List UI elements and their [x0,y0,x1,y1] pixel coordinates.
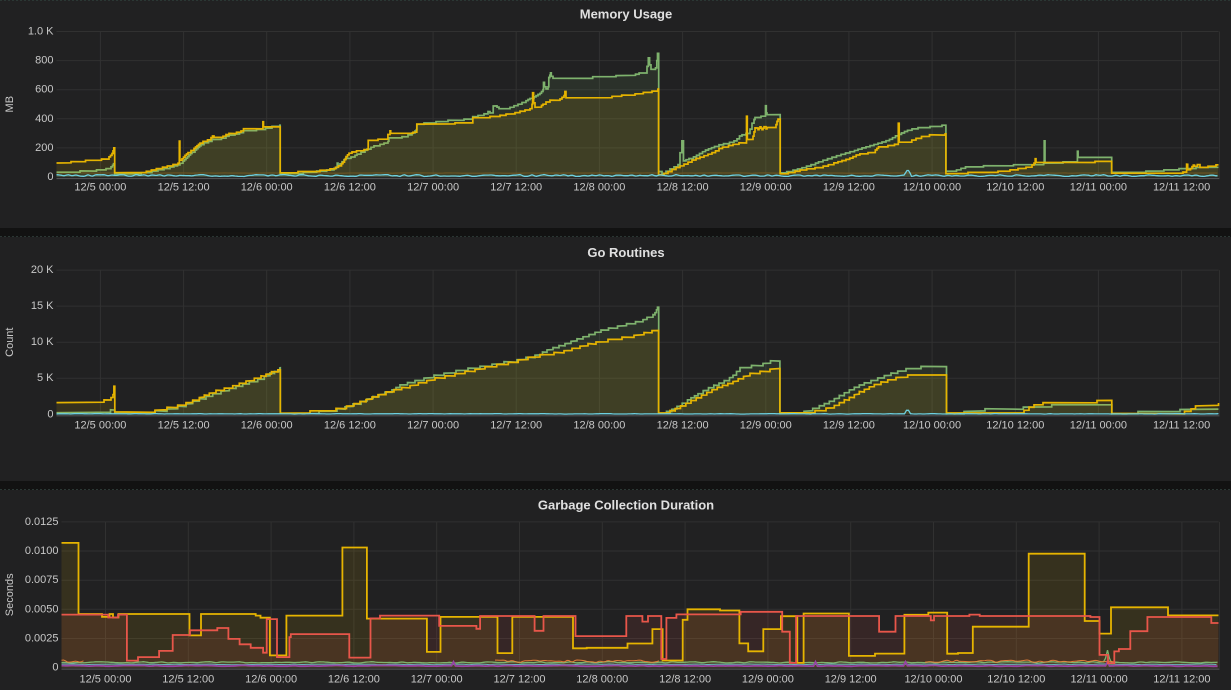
svg-text:400: 400 [35,113,53,125]
svg-text:12/5 12:00: 12/5 12:00 [162,674,214,686]
svg-text:12/5 00:00: 12/5 00:00 [74,182,126,194]
svg-text:600: 600 [35,84,53,96]
svg-text:12/10 12:00: 12/10 12:00 [986,182,1044,194]
svg-text:12/6 00:00: 12/6 00:00 [241,419,293,431]
svg-text:15 K: 15 K [31,300,54,312]
svg-text:0.0025: 0.0025 [25,633,59,645]
svg-text:12/11 00:00: 12/11 00:00 [1070,182,1127,194]
svg-text:12/10 00:00: 12/10 00:00 [903,182,961,194]
svg-text:12/6 12:00: 12/6 12:00 [324,182,376,194]
svg-text:12/7 12:00: 12/7 12:00 [490,182,542,194]
svg-text:Go Routines: Go Routines [587,245,664,260]
svg-text:12/7 12:00: 12/7 12:00 [494,674,546,686]
svg-text:20 K: 20 K [31,264,54,276]
svg-text:12/9 12:00: 12/9 12:00 [825,674,877,686]
svg-text:12/5 12:00: 12/5 12:00 [158,182,210,194]
svg-text:12/5 12:00: 12/5 12:00 [158,419,210,431]
svg-text:0.0075: 0.0075 [25,574,59,586]
svg-text:12/5 00:00: 12/5 00:00 [74,419,126,431]
svg-text:12/9 00:00: 12/9 00:00 [740,182,792,194]
svg-text:1.0 K: 1.0 K [28,26,54,38]
svg-text:12/10 12:00: 12/10 12:00 [986,419,1044,431]
svg-text:0: 0 [47,171,53,183]
svg-text:0.0050: 0.0050 [25,603,59,615]
svg-text:12/9 12:00: 12/9 12:00 [823,182,875,194]
svg-text:0: 0 [52,662,58,674]
svg-text:12/7 00:00: 12/7 00:00 [411,674,463,686]
svg-text:12/9 12:00: 12/9 12:00 [823,419,875,431]
svg-text:12/10 12:00: 12/10 12:00 [987,674,1045,686]
svg-text:MB: MB [4,96,16,113]
svg-text:10 K: 10 K [31,336,54,348]
svg-text:5 K: 5 K [37,372,54,384]
svg-text:12/9 00:00: 12/9 00:00 [742,674,794,686]
svg-text:12/8 00:00: 12/8 00:00 [573,182,625,194]
svg-text:0.0125: 0.0125 [25,516,59,528]
svg-text:12/11 12:00: 12/11 12:00 [1153,419,1210,431]
svg-text:12/10 00:00: 12/10 00:00 [904,674,962,686]
svg-text:12/7 12:00: 12/7 12:00 [490,419,542,431]
svg-text:800: 800 [35,55,53,67]
svg-text:12/7 00:00: 12/7 00:00 [407,182,459,194]
svg-text:12/11 12:00: 12/11 12:00 [1153,182,1210,194]
svg-text:12/11 12:00: 12/11 12:00 [1153,674,1210,686]
svg-text:Count: Count [4,328,16,357]
svg-text:12/10 00:00: 12/10 00:00 [903,419,961,431]
svg-text:12/7 00:00: 12/7 00:00 [407,419,459,431]
svg-text:0: 0 [47,408,53,420]
svg-text:12/6 12:00: 12/6 12:00 [324,419,376,431]
svg-text:Seconds: Seconds [4,573,16,616]
svg-text:12/8 00:00: 12/8 00:00 [573,419,625,431]
svg-text:12/6 00:00: 12/6 00:00 [241,182,293,194]
svg-text:200: 200 [35,142,53,154]
svg-text:Garbage Collection Duration: Garbage Collection Duration [538,498,714,513]
svg-text:12/6 12:00: 12/6 12:00 [328,674,380,686]
svg-text:12/9 00:00: 12/9 00:00 [740,419,792,431]
svg-text:12/8 12:00: 12/8 12:00 [657,419,709,431]
svg-text:12/11 00:00: 12/11 00:00 [1070,419,1127,431]
svg-text:12/5 00:00: 12/5 00:00 [80,674,132,686]
svg-text:12/6 00:00: 12/6 00:00 [245,674,297,686]
svg-text:12/8 00:00: 12/8 00:00 [576,674,628,686]
svg-text:Memory Usage: Memory Usage [580,7,672,22]
svg-text:0.0100: 0.0100 [25,545,59,557]
svg-text:12/8 12:00: 12/8 12:00 [657,182,709,194]
svg-text:12/8 12:00: 12/8 12:00 [659,674,711,686]
svg-text:12/11 00:00: 12/11 00:00 [1070,674,1127,686]
